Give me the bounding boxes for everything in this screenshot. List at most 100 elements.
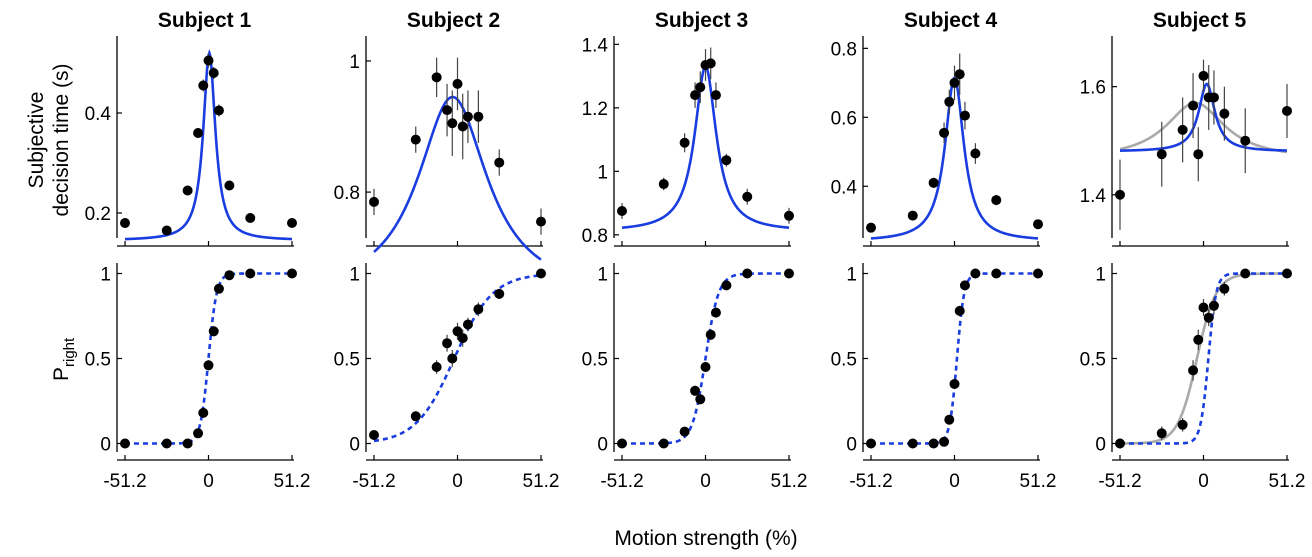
data-point	[1282, 105, 1292, 116]
panel-rt-2: 0.8 1 Subject 2	[334, 9, 546, 261]
data-point	[1208, 92, 1219, 103]
data-point	[1240, 268, 1251, 279]
y-axis-label-bottom-sub: right	[61, 337, 78, 367]
y-tick-label: 1	[597, 265, 608, 286]
data-point	[658, 179, 669, 190]
data-point	[784, 268, 794, 279]
data-point	[161, 225, 172, 236]
fit-curve	[1120, 272, 1287, 445]
data-point	[494, 157, 505, 168]
panel-title: Subject 4	[904, 9, 998, 32]
data-point	[224, 270, 235, 281]
data-point	[1208, 300, 1219, 311]
x-tick-label: -51.2	[849, 471, 892, 492]
data-point	[447, 353, 458, 364]
data-point	[695, 82, 706, 93]
data-point	[705, 58, 716, 69]
data-point	[710, 307, 721, 318]
data-point	[991, 268, 1002, 279]
data-point	[949, 379, 960, 389]
fit-curve	[621, 64, 790, 230]
data-point	[287, 218, 297, 228]
data-point	[939, 436, 950, 447]
data-point	[721, 280, 732, 291]
panel-choice-1: 0 0.5 1 -51.2 0 51.2	[85, 263, 311, 492]
data-point	[120, 218, 130, 228]
panel-choice-3: 0 0.5 1 -51.2 0 51.2	[582, 263, 808, 492]
x-tick-label: -51.2	[1098, 471, 1141, 492]
y-tick-label: 0.5	[334, 350, 360, 371]
data-point	[410, 134, 421, 145]
data-point	[203, 360, 214, 371]
data-point	[224, 180, 235, 191]
data-point	[431, 362, 442, 372]
data-point	[710, 90, 721, 101]
y-tick-label: 1	[100, 265, 111, 286]
data-point	[161, 438, 172, 449]
data-point	[120, 438, 130, 449]
data-point	[245, 213, 256, 223]
data-point	[245, 268, 256, 279]
y-tick-label: 0.5	[85, 350, 111, 371]
data-point	[679, 426, 690, 437]
y-tick-label: 0.4	[831, 177, 858, 198]
data-point	[742, 268, 753, 279]
data-point	[457, 121, 468, 132]
x-tick-label: -51.2	[352, 471, 395, 492]
data-point	[944, 414, 955, 425]
data-point	[442, 105, 453, 116]
panel-title: Subject 3	[655, 9, 748, 32]
data-point	[198, 407, 209, 418]
data-point	[1156, 428, 1167, 439]
y-tick-label: 1	[1095, 265, 1106, 286]
x-tick-label: 51.2	[274, 471, 311, 492]
data-point	[784, 210, 794, 221]
data-point	[203, 55, 214, 66]
y-tick-label: 0.8	[582, 226, 608, 247]
data-point	[1219, 108, 1230, 119]
x-tick-label: 51.2	[771, 471, 808, 492]
data-point	[700, 362, 711, 372]
data-point	[1033, 268, 1043, 279]
x-tick-label: 0	[700, 471, 711, 492]
data-point	[410, 411, 421, 422]
fit-curve	[870, 75, 1039, 240]
data-point	[1115, 438, 1125, 449]
data-point	[182, 185, 193, 196]
data-point	[1177, 419, 1188, 430]
data-point	[991, 195, 1002, 206]
y-tick-label: 0.8	[831, 39, 857, 60]
panel-choice-4: 0 0.5 1 -51.2 0 51.2	[831, 263, 1057, 492]
x-axis-label: Motion strength (%)	[614, 527, 797, 550]
y-tick-label: 1	[349, 265, 360, 286]
data-point	[959, 110, 970, 121]
data-point	[970, 268, 981, 279]
data-point	[658, 438, 669, 449]
data-point	[369, 430, 379, 440]
data-point	[369, 196, 379, 207]
x-tick-label: 0	[949, 471, 960, 492]
data-point	[617, 206, 627, 217]
y-axis-label-bottom: P right	[50, 337, 78, 381]
y-tick-label: 0	[597, 435, 608, 456]
data-point	[944, 96, 955, 107]
data-point	[939, 127, 950, 138]
y-tick-label: 1.4	[582, 35, 609, 56]
y-tick-label: 1	[349, 52, 360, 73]
data-point	[473, 111, 484, 122]
panel-choice-2: 0 0.5 1 -51.2 0 51.2	[334, 263, 559, 492]
data-point	[866, 222, 876, 233]
y-tick-label: 1	[846, 265, 857, 286]
data-point	[462, 111, 473, 122]
x-tick-label: -51.2	[600, 471, 643, 492]
data-point	[1198, 302, 1209, 313]
x-tick-label: 51.2	[1020, 471, 1057, 492]
fit-curve	[871, 272, 1038, 445]
data-point	[536, 268, 546, 279]
panels-group: 0.2 0.4 Subject 1 0.8 1 Subject 2 0.8 1 1.2 1.4 Su…	[85, 9, 1306, 492]
data-point	[1177, 124, 1188, 135]
data-point	[193, 428, 204, 439]
data-point	[182, 438, 193, 449]
data-point	[690, 90, 701, 101]
y-tick-label: 1.2	[582, 99, 608, 120]
